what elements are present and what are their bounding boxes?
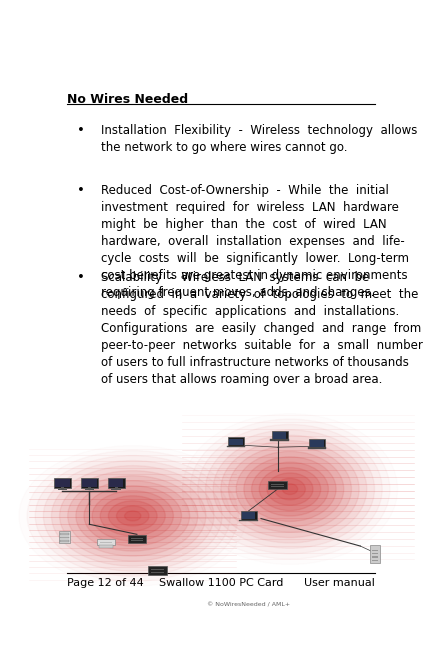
Bar xyxy=(148,566,166,575)
Ellipse shape xyxy=(266,473,312,505)
Ellipse shape xyxy=(84,486,181,546)
Bar xyxy=(82,479,96,486)
Bar xyxy=(307,448,326,449)
Bar xyxy=(270,439,288,441)
Bar xyxy=(114,487,117,489)
Bar xyxy=(100,542,111,543)
Ellipse shape xyxy=(213,436,366,543)
Ellipse shape xyxy=(220,441,358,537)
Bar xyxy=(60,540,69,541)
Ellipse shape xyxy=(76,481,189,551)
Bar xyxy=(80,478,98,488)
Bar xyxy=(151,572,163,573)
Ellipse shape xyxy=(124,511,141,521)
Ellipse shape xyxy=(274,478,304,500)
Ellipse shape xyxy=(43,461,221,571)
Bar xyxy=(60,533,69,535)
Bar xyxy=(58,489,67,490)
Text: Scalability  -  Wireless  LAN  systems  can  be
configured  in  a  variety  of  : Scalability - Wireless LAN systems can b… xyxy=(101,271,421,387)
Ellipse shape xyxy=(116,506,149,526)
Ellipse shape xyxy=(236,452,343,527)
Bar xyxy=(128,535,145,543)
Ellipse shape xyxy=(59,470,206,561)
Bar xyxy=(309,440,323,447)
Bar xyxy=(96,539,115,545)
Bar xyxy=(267,480,286,489)
Text: •: • xyxy=(77,124,84,137)
Bar xyxy=(229,439,243,446)
Bar xyxy=(109,479,123,486)
Text: User manual: User manual xyxy=(303,578,374,588)
Ellipse shape xyxy=(68,476,197,556)
Ellipse shape xyxy=(243,457,335,521)
Bar xyxy=(371,560,377,561)
Text: Reduced  Cost-of-Ownership  -  While  the  initial
investment  required  for  wi: Reduced Cost-of-Ownership - While the in… xyxy=(101,184,408,299)
Ellipse shape xyxy=(51,466,214,566)
Ellipse shape xyxy=(92,490,173,541)
Bar xyxy=(130,537,143,539)
Text: No Wires Needed: No Wires Needed xyxy=(67,93,188,107)
Bar xyxy=(371,556,377,557)
Bar xyxy=(61,487,64,489)
Bar xyxy=(271,431,287,440)
Bar xyxy=(369,545,379,563)
Bar xyxy=(227,438,244,446)
Text: •: • xyxy=(77,184,84,196)
Bar xyxy=(226,446,245,448)
Bar xyxy=(84,489,94,490)
Bar xyxy=(98,545,113,548)
Ellipse shape xyxy=(228,446,350,532)
Bar xyxy=(88,487,91,489)
Bar xyxy=(58,531,70,543)
Bar xyxy=(130,540,143,541)
Text: Page 12 of 44: Page 12 of 44 xyxy=(67,578,144,588)
Ellipse shape xyxy=(258,468,320,511)
Ellipse shape xyxy=(282,484,297,494)
Ellipse shape xyxy=(100,496,165,536)
Bar xyxy=(308,439,324,448)
Bar xyxy=(371,549,377,551)
Text: Swallow 1100 PC Card: Swallow 1100 PC Card xyxy=(158,578,283,588)
Bar xyxy=(60,537,69,538)
Bar xyxy=(54,478,71,488)
Bar xyxy=(240,511,256,520)
Bar xyxy=(107,478,125,488)
Bar xyxy=(111,489,121,490)
Ellipse shape xyxy=(251,462,328,516)
Ellipse shape xyxy=(205,430,374,548)
Text: •: • xyxy=(77,271,84,284)
Text: © NoWiresNeeded / AML+: © NoWiresNeeded / AML+ xyxy=(206,602,289,607)
Bar xyxy=(55,479,70,486)
Ellipse shape xyxy=(108,501,157,531)
Bar xyxy=(241,513,255,519)
Bar xyxy=(272,432,286,439)
Bar xyxy=(239,519,257,521)
Bar xyxy=(270,484,283,485)
Bar xyxy=(371,553,377,554)
Text: Installation  Flexibility  -  Wireless  technology  allows
the network to go whe: Installation Flexibility - Wireless tech… xyxy=(101,124,416,154)
Bar xyxy=(270,486,283,487)
